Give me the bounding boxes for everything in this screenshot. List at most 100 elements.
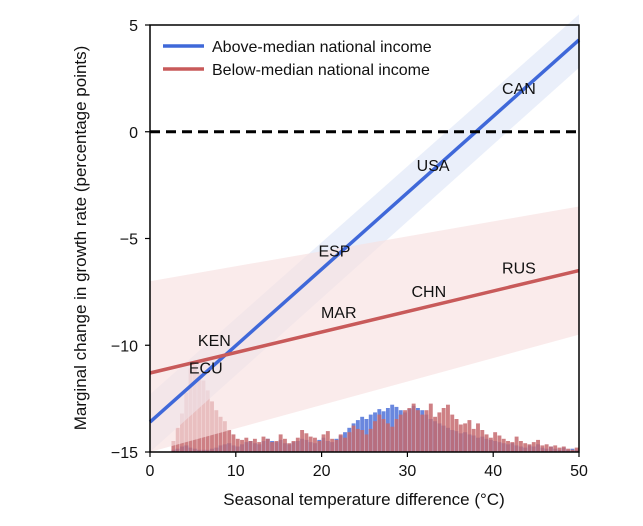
- x-tick-label: 20: [313, 463, 331, 480]
- histogram-bar-below-median: [171, 441, 176, 452]
- histogram-bar-below-median: [291, 441, 296, 452]
- histogram-bar-below-median: [574, 447, 579, 452]
- histogram-bar-below-median: [338, 434, 343, 452]
- x-tick-label: 10: [227, 463, 245, 480]
- histogram-bar-below-median: [446, 404, 450, 452]
- histogram-bar-below-median: [450, 414, 455, 452]
- histogram-bar-below-median: [548, 446, 553, 452]
- histogram-bar-below-median: [351, 425, 356, 452]
- histogram-bar-below-median: [488, 437, 493, 452]
- histogram-bar-below-median: [265, 438, 270, 452]
- histogram-bar-below-median: [304, 433, 309, 452]
- histogram-bar-below-median: [467, 420, 472, 452]
- x-tick-label: 30: [399, 463, 417, 480]
- legend-label: Above-median national income: [212, 39, 432, 56]
- histogram-bar-below-median: [274, 441, 279, 452]
- histogram-bar-below-median: [454, 419, 459, 452]
- y-axis-label: Marginal change in growth rate (percenta…: [71, 46, 90, 431]
- histogram-bar-below-median: [557, 447, 562, 452]
- histogram-bar-below-median: [235, 438, 240, 452]
- histogram-bar-below-median: [420, 414, 425, 452]
- y-tick-label: −15: [111, 445, 138, 462]
- histogram-bar-below-median: [218, 416, 223, 452]
- histogram-bar-below-median: [295, 437, 300, 452]
- histogram-bar-below-median: [244, 437, 249, 452]
- histogram-bar-below-median: [330, 438, 335, 452]
- histogram-bar-below-median: [566, 448, 571, 452]
- histogram-bar-below-median: [377, 414, 382, 452]
- annotation-layer: CAN USA ESP RUS CHN MAR KEN ECU: [189, 81, 536, 378]
- histogram-layer: [171, 365, 579, 452]
- histogram-bar-below-median: [398, 414, 403, 452]
- histogram-bar-below-median: [334, 439, 339, 452]
- histogram-bar-below-median: [403, 410, 407, 452]
- histogram-bar-below-median: [313, 437, 317, 452]
- country-label-rus: RUS: [502, 260, 536, 277]
- histogram-bar-below-median: [506, 441, 510, 452]
- legend-label: Below-median national income: [212, 62, 430, 79]
- histogram-bar-below-median: [437, 412, 442, 452]
- histogram-bar-below-median: [501, 438, 506, 452]
- histogram-bar-below-median: [553, 445, 558, 452]
- histogram-bar-below-median: [231, 434, 236, 452]
- histogram-bar-below-median: [415, 410, 420, 452]
- histogram-bar-below-median: [480, 430, 485, 452]
- histogram-bar-below-median: [497, 435, 502, 452]
- histogram-bar-below-median: [570, 449, 575, 452]
- histogram-bar-below-median: [458, 424, 463, 452]
- histogram-bar-below-median: [510, 442, 515, 452]
- regression-line-below-median: [149, 268, 580, 375]
- confidence-band-below-median: [150, 206, 579, 452]
- histogram-bar-below-median: [317, 441, 322, 452]
- histogram-bar-below-median: [355, 428, 360, 452]
- histogram-bar-below-median: [282, 438, 287, 452]
- histogram-bar-below-median: [368, 428, 373, 452]
- histogram-bar-below-median: [484, 434, 489, 452]
- histogram-bar-below-median: [308, 436, 313, 452]
- country-label-chn: CHN: [412, 284, 447, 301]
- histogram-bar-below-median: [287, 443, 292, 452]
- histogram-bar-below-median: [514, 436, 519, 452]
- histogram-bar-below-median: [411, 403, 416, 452]
- histogram-bar-below-median: [347, 432, 352, 452]
- regression-line-layer: [148, 38, 581, 424]
- histogram-bar-below-median: [364, 434, 369, 452]
- histogram-bar-below-median: [428, 403, 433, 452]
- histogram-bar-below-median: [257, 442, 262, 452]
- histogram-bar-below-median: [385, 423, 390, 452]
- histogram-bar-below-median: [493, 432, 498, 452]
- histogram-bar-below-median: [343, 437, 347, 452]
- histogram-bar-below-median: [531, 442, 536, 452]
- histogram-bar-below-median: [433, 416, 438, 452]
- histogram-bar-below-median: [252, 438, 257, 452]
- histogram-bar-below-median: [360, 430, 365, 452]
- country-label-ecu: ECU: [189, 361, 223, 378]
- histogram-bar-below-median: [523, 443, 528, 452]
- regression-line-above-median: [148, 38, 581, 424]
- histogram-bar-below-median: [325, 431, 330, 452]
- histogram-bar-below-median: [390, 426, 395, 452]
- histogram-bar-below-median: [544, 444, 549, 452]
- histogram-bar-below-median: [270, 442, 275, 452]
- legend: Above-median national income Below-median…: [163, 39, 432, 79]
- y-tick-label: −10: [111, 338, 138, 355]
- histogram-bar-below-median: [518, 441, 523, 452]
- country-label-esp: ESP: [318, 243, 350, 260]
- histogram-bar-below-median: [441, 408, 446, 452]
- country-label-can: CAN: [502, 81, 536, 98]
- histogram-bar-below-median: [471, 428, 476, 452]
- histogram-bar-below-median: [227, 430, 232, 452]
- x-tick-label: 0: [146, 463, 155, 480]
- y-tick-label: 0: [129, 125, 138, 142]
- y-tick-label: 5: [129, 18, 138, 35]
- histogram-bar-below-median: [476, 423, 480, 452]
- histogram-bar-below-median: [300, 430, 305, 452]
- histogram-bar-below-median: [381, 419, 386, 452]
- histogram-bar-below-median: [536, 439, 540, 452]
- histogram-bar-below-median: [394, 419, 399, 452]
- histogram-bar-below-median: [248, 441, 253, 452]
- country-label-usa: USA: [417, 158, 450, 175]
- x-tick-label: 50: [570, 463, 588, 480]
